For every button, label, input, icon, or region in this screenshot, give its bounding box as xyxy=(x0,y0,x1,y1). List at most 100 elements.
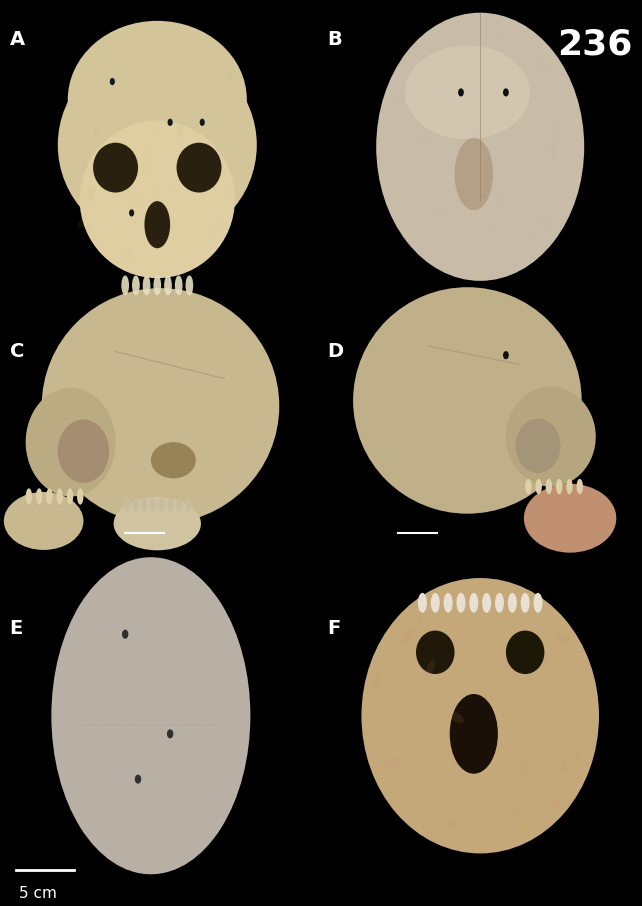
Ellipse shape xyxy=(214,222,221,229)
Ellipse shape xyxy=(196,610,202,616)
Text: D: D xyxy=(327,342,343,361)
Ellipse shape xyxy=(472,88,476,94)
Ellipse shape xyxy=(153,188,160,202)
Ellipse shape xyxy=(549,140,555,151)
Ellipse shape xyxy=(458,89,464,97)
Ellipse shape xyxy=(155,101,162,110)
Ellipse shape xyxy=(177,647,182,655)
Ellipse shape xyxy=(159,628,162,632)
Ellipse shape xyxy=(230,171,233,176)
Ellipse shape xyxy=(440,105,448,112)
Ellipse shape xyxy=(532,732,539,747)
Ellipse shape xyxy=(519,823,529,838)
Ellipse shape xyxy=(107,754,117,765)
Ellipse shape xyxy=(177,497,182,511)
Ellipse shape xyxy=(416,74,421,81)
Ellipse shape xyxy=(141,168,148,177)
Ellipse shape xyxy=(144,201,170,248)
Text: 5 cm: 5 cm xyxy=(19,886,57,901)
Ellipse shape xyxy=(503,352,509,360)
Ellipse shape xyxy=(141,49,146,62)
Ellipse shape xyxy=(143,275,150,295)
Ellipse shape xyxy=(176,127,182,138)
Ellipse shape xyxy=(80,120,235,278)
Ellipse shape xyxy=(541,215,549,233)
Text: C: C xyxy=(10,342,24,361)
Ellipse shape xyxy=(444,593,453,612)
Ellipse shape xyxy=(437,724,444,744)
Ellipse shape xyxy=(110,78,115,85)
Ellipse shape xyxy=(520,786,530,795)
Ellipse shape xyxy=(114,606,118,617)
Text: 236: 236 xyxy=(557,27,632,62)
Ellipse shape xyxy=(117,637,121,648)
Ellipse shape xyxy=(51,557,250,874)
Ellipse shape xyxy=(129,755,134,773)
Ellipse shape xyxy=(142,497,147,511)
Ellipse shape xyxy=(186,275,193,295)
Ellipse shape xyxy=(388,710,394,719)
Ellipse shape xyxy=(106,77,109,82)
Ellipse shape xyxy=(209,172,216,182)
Ellipse shape xyxy=(525,478,532,495)
Ellipse shape xyxy=(171,103,177,112)
Ellipse shape xyxy=(472,173,476,180)
Ellipse shape xyxy=(417,614,422,623)
Ellipse shape xyxy=(155,694,159,699)
Ellipse shape xyxy=(58,419,109,483)
Ellipse shape xyxy=(508,193,512,200)
Ellipse shape xyxy=(92,74,98,84)
Ellipse shape xyxy=(26,388,116,496)
Ellipse shape xyxy=(524,484,616,553)
Ellipse shape xyxy=(212,757,215,762)
Ellipse shape xyxy=(140,621,147,631)
Ellipse shape xyxy=(533,232,538,238)
Text: E: E xyxy=(10,619,23,638)
Ellipse shape xyxy=(225,713,229,718)
Ellipse shape xyxy=(422,49,427,55)
Text: F: F xyxy=(327,619,341,638)
Ellipse shape xyxy=(372,673,379,691)
Ellipse shape xyxy=(132,275,140,295)
Ellipse shape xyxy=(175,275,182,295)
Ellipse shape xyxy=(132,795,137,800)
Ellipse shape xyxy=(116,129,121,134)
Ellipse shape xyxy=(458,800,470,813)
Ellipse shape xyxy=(361,578,599,853)
Ellipse shape xyxy=(76,699,79,704)
Ellipse shape xyxy=(114,497,201,550)
Ellipse shape xyxy=(544,657,553,680)
Ellipse shape xyxy=(523,761,530,775)
Ellipse shape xyxy=(566,478,573,495)
Ellipse shape xyxy=(133,194,145,205)
Ellipse shape xyxy=(552,796,559,809)
Ellipse shape xyxy=(153,752,159,768)
Ellipse shape xyxy=(405,45,530,140)
Ellipse shape xyxy=(153,275,161,295)
Ellipse shape xyxy=(560,760,568,773)
Ellipse shape xyxy=(58,46,257,244)
Ellipse shape xyxy=(78,217,86,228)
Ellipse shape xyxy=(208,235,210,237)
Ellipse shape xyxy=(482,593,491,612)
Ellipse shape xyxy=(403,627,414,646)
Ellipse shape xyxy=(431,147,438,158)
Ellipse shape xyxy=(116,153,120,156)
Ellipse shape xyxy=(516,419,560,473)
Ellipse shape xyxy=(476,128,482,139)
Ellipse shape xyxy=(508,593,517,612)
Ellipse shape xyxy=(478,74,483,82)
Ellipse shape xyxy=(404,708,411,715)
Ellipse shape xyxy=(513,801,520,824)
Ellipse shape xyxy=(186,497,191,511)
Ellipse shape xyxy=(456,593,465,612)
Ellipse shape xyxy=(512,80,520,93)
Ellipse shape xyxy=(239,124,241,128)
Ellipse shape xyxy=(133,497,138,511)
Ellipse shape xyxy=(463,649,471,667)
Ellipse shape xyxy=(196,824,205,836)
Ellipse shape xyxy=(87,195,93,203)
Ellipse shape xyxy=(438,206,444,219)
Ellipse shape xyxy=(555,632,570,643)
Ellipse shape xyxy=(200,119,205,126)
